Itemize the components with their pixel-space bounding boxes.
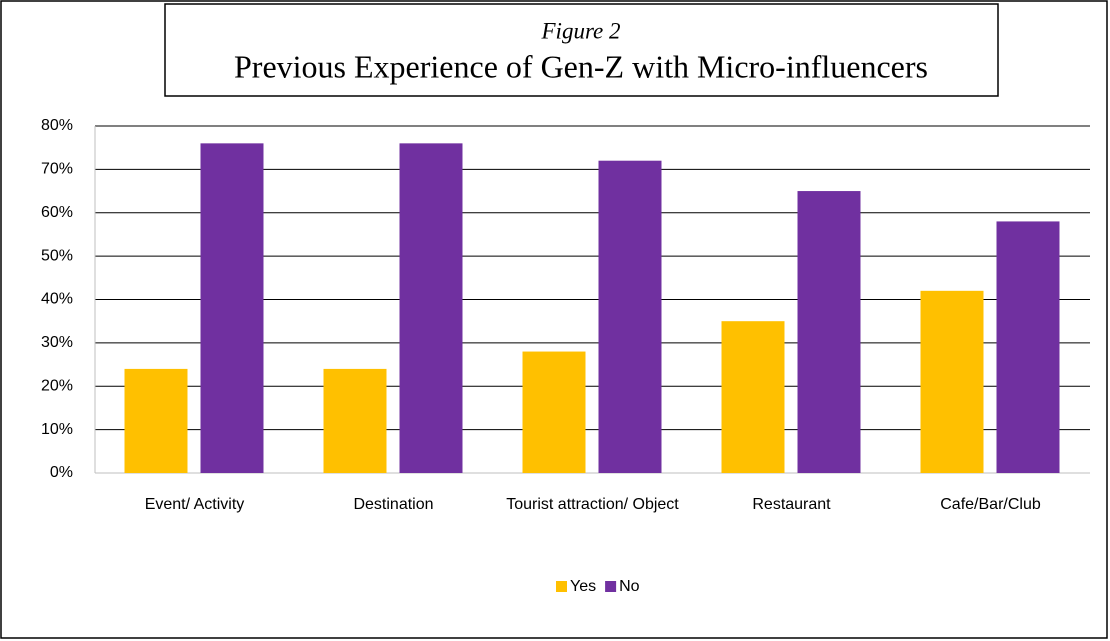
y-tick-label: 40% [41,291,73,308]
x-tick-label: Tourist attraction/ Object [506,496,679,513]
bar [522,351,586,473]
legend-swatch [605,581,617,592]
y-tick-label: 30% [41,334,73,351]
bar [920,290,984,473]
bar [598,160,662,473]
x-tick-label: Destination [353,496,433,513]
x-tick-label: Restaurant [752,496,831,513]
y-tick-label: 50% [41,247,73,264]
legend-label: Yes [570,578,596,595]
bar [721,321,785,473]
y-tick-label: 70% [41,161,73,178]
y-tick-label: 20% [41,377,73,394]
legend-swatch [556,581,567,592]
chart-title: Previous Experience of Gen-Z with Micro-… [234,48,928,84]
x-tick-label: Event/ Activity [145,496,245,513]
y-tick-label: 0% [50,464,73,481]
chart-subtitle: Figure 2 [541,18,621,43]
bar [797,191,861,473]
y-tick-label: 10% [41,421,73,438]
bar [399,143,463,473]
title-box [164,3,999,97]
bar [996,221,1060,473]
bar [200,143,264,473]
legend-label: No [619,578,640,595]
y-tick-label: 60% [41,204,73,221]
bar [323,368,387,473]
x-tick-label: Cafe/Bar/Club [940,496,1041,513]
y-tick-label: 80% [41,117,73,134]
bar [124,368,188,473]
